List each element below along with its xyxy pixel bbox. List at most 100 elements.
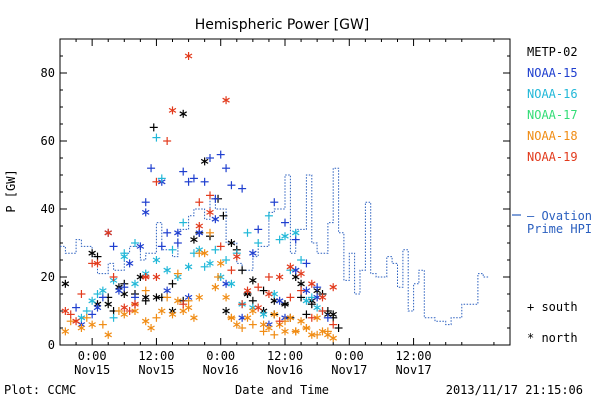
north-marker-arm (270, 311, 279, 317)
north-marker-arm (174, 230, 182, 236)
x-tick-label-date: Nov16 (203, 363, 239, 377)
south-marker (238, 184, 247, 193)
north-marker (297, 317, 305, 326)
north-marker (93, 303, 102, 312)
south-marker (211, 194, 220, 203)
south-marker (222, 164, 231, 173)
north-marker (72, 317, 80, 326)
north-marker-arm (61, 281, 70, 287)
north-marker-arm (190, 315, 198, 321)
south-marker (248, 320, 257, 329)
north-marker (233, 252, 241, 261)
south-marker (206, 154, 214, 162)
north-marker-arm (131, 281, 139, 287)
north-marker (249, 307, 257, 315)
north-marker-arm (313, 305, 321, 311)
north-marker-arm (308, 281, 316, 287)
north-marker (184, 262, 193, 271)
x-tick-label-time: 12:00 (138, 349, 174, 363)
south-marker (98, 320, 107, 329)
south-marker (189, 174, 198, 183)
north-marker-arm (227, 281, 236, 287)
north-marker (243, 313, 252, 322)
north-marker (286, 313, 295, 322)
south-marker (214, 273, 223, 281)
north-marker (259, 310, 268, 319)
north-marker (120, 310, 129, 319)
north-marker-arm (61, 308, 70, 314)
south-marker (238, 266, 247, 275)
north-marker-arm (222, 97, 230, 103)
legend-satellite: METP-02 (527, 45, 578, 59)
north-marker-arm (206, 209, 214, 215)
south-marker (82, 307, 91, 315)
north-marker (168, 310, 177, 319)
north-marker-arm (99, 288, 107, 294)
south-marker (264, 273, 273, 281)
north-marker-arm (77, 325, 86, 331)
south-marker (72, 303, 81, 312)
south-marker (206, 191, 214, 200)
north-marker (265, 324, 273, 332)
north-marker-arm (233, 322, 241, 328)
south-marker (168, 245, 177, 254)
north-marker-arm (286, 264, 295, 270)
north-marker (152, 273, 161, 281)
north-marker (120, 252, 129, 261)
north-marker (297, 269, 305, 278)
legend-satellite: NOAA-15 (527, 66, 578, 80)
north-marker-arm (88, 250, 96, 256)
south-marker (200, 262, 209, 271)
south-marker (275, 317, 284, 326)
north-marker-arm (302, 298, 311, 304)
north-marker (88, 296, 96, 305)
south-marker (254, 283, 263, 292)
north-marker-arm (168, 107, 177, 113)
north-marker (179, 109, 187, 118)
north-marker (163, 266, 171, 275)
south-marker (141, 198, 150, 207)
north-marker-arm (115, 288, 123, 294)
north-marker-arm (318, 328, 327, 334)
north-marker (141, 273, 150, 281)
y-tick-label: 20 (41, 270, 55, 284)
north-marker (136, 242, 145, 251)
north-marker-arm (104, 332, 112, 338)
north-marker (131, 279, 139, 288)
south-marker (157, 242, 166, 251)
north-marker-arm (141, 209, 150, 215)
plot-layer: 0204060800:00Nov1512:00Nov150:00Nov1612:… (41, 38, 511, 377)
north-marker (168, 106, 177, 115)
x-tick-label-time: 12:00 (396, 349, 432, 363)
south-marker (195, 249, 204, 258)
north-marker (270, 310, 279, 319)
north-marker (254, 303, 262, 312)
north-marker-arm (152, 257, 161, 263)
north-marker-arm (281, 301, 289, 307)
north-marker (227, 239, 236, 247)
north-marker (61, 307, 70, 315)
north-marker-arm (136, 243, 145, 249)
south-marker (114, 307, 123, 315)
south-marker (254, 239, 263, 247)
north-marker-arm (179, 111, 187, 117)
north-marker (206, 259, 214, 268)
north-marker (152, 256, 161, 264)
south-marker (259, 327, 268, 336)
legend-satellite: NOAA-17 (527, 108, 578, 122)
south-marker (216, 242, 225, 251)
south-marker (179, 300, 188, 309)
north-marker (243, 286, 252, 295)
north-marker-arm (227, 240, 236, 246)
north-marker-arm (302, 288, 311, 294)
north-marker (286, 262, 295, 271)
x-axis-label: Date and Time (235, 383, 329, 397)
north-marker-arm (249, 250, 257, 256)
north-marker (281, 232, 289, 241)
south-marker (286, 293, 295, 302)
y-tick-label: 0 (48, 338, 55, 352)
legend: — Ovation Prime HPI + south * north METP… (512, 45, 592, 345)
north-marker (265, 290, 273, 298)
north-marker-arm (324, 332, 332, 338)
north-marker (275, 273, 284, 281)
